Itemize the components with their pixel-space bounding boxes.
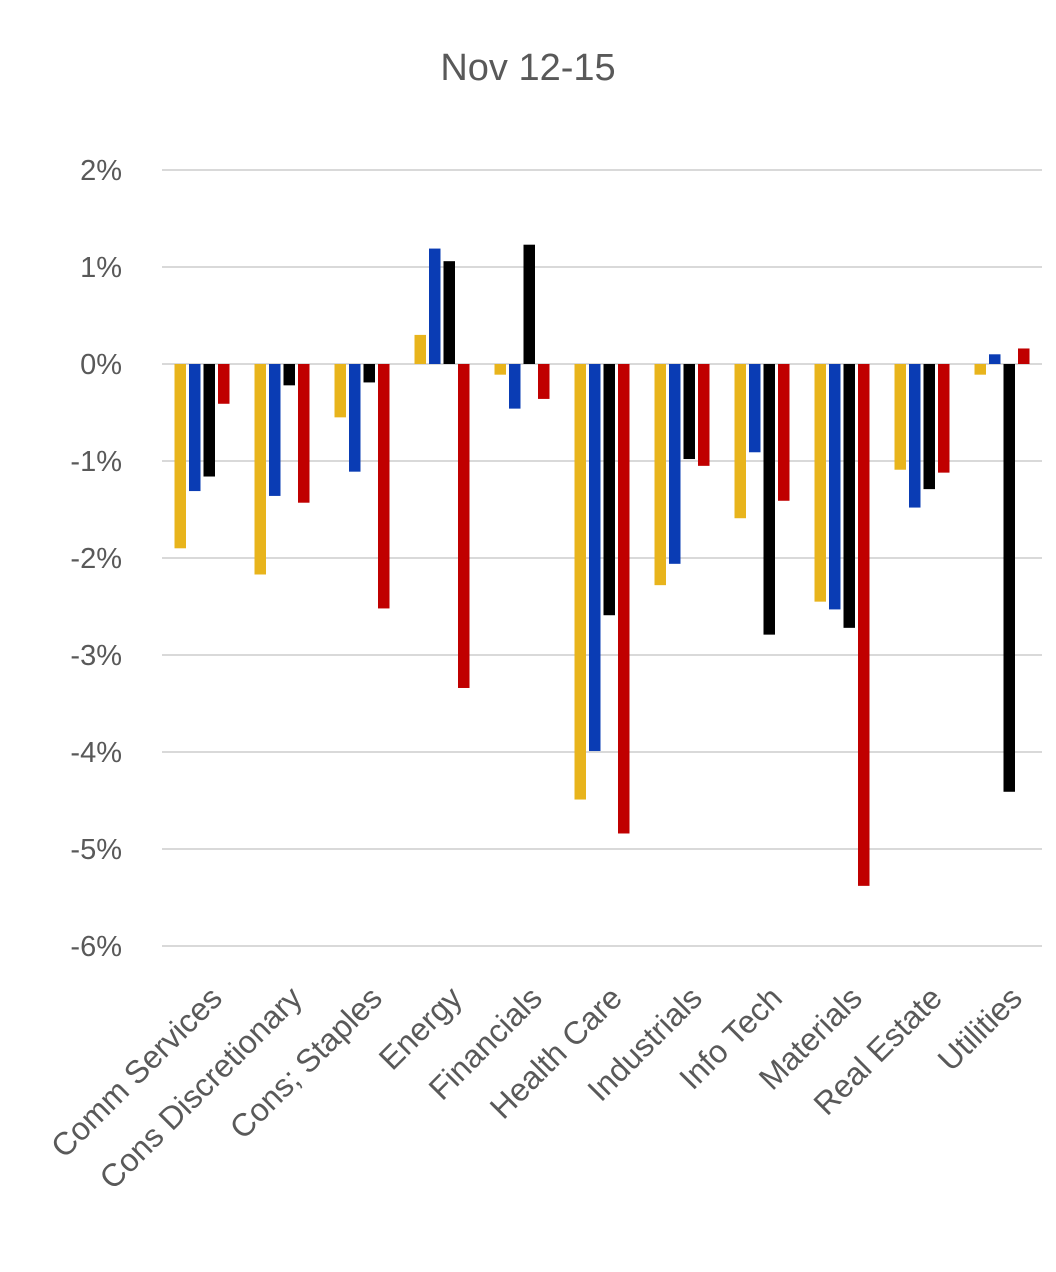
bars <box>174 244 1030 886</box>
bar <box>989 354 1001 364</box>
bar <box>334 364 346 418</box>
bar <box>603 364 615 616</box>
bar <box>683 364 695 460</box>
bar <box>938 364 950 473</box>
bar <box>269 364 281 496</box>
bar <box>843 364 855 628</box>
bar <box>734 364 746 519</box>
y-tick-label: 2% <box>80 155 122 187</box>
bar <box>218 364 230 404</box>
bar <box>458 364 470 688</box>
bar <box>923 364 935 490</box>
bar <box>909 364 921 508</box>
bar <box>378 364 390 609</box>
bar <box>589 364 601 752</box>
bar <box>654 364 666 586</box>
bar <box>509 364 521 409</box>
y-tick-label: -3% <box>70 640 122 672</box>
bar <box>494 364 506 375</box>
bar <box>749 364 761 453</box>
bar <box>1003 364 1015 792</box>
bar <box>429 248 441 364</box>
bar <box>174 364 186 549</box>
y-tick-label: -1% <box>70 446 122 478</box>
bar <box>1018 348 1030 364</box>
bar <box>414 334 426 364</box>
bar <box>574 364 586 800</box>
gridlines <box>162 169 1042 947</box>
bar <box>538 364 550 399</box>
bar <box>443 261 455 364</box>
bar <box>363 364 375 383</box>
bar <box>189 364 201 492</box>
bar <box>778 364 790 501</box>
x-tick-label: Utilities <box>931 979 1029 1077</box>
y-tick-label: -6% <box>70 931 122 963</box>
bar <box>203 364 215 477</box>
bar <box>349 364 361 472</box>
bar <box>669 364 681 564</box>
bar <box>618 364 630 834</box>
bar <box>858 364 870 886</box>
y-tick-label: -2% <box>70 543 122 575</box>
bar <box>829 364 841 610</box>
bar <box>283 364 295 386</box>
y-tick-label: 0% <box>80 349 122 381</box>
bar <box>763 364 775 635</box>
bar <box>814 364 826 602</box>
y-tick-label: 1% <box>80 252 122 284</box>
bar <box>698 364 710 466</box>
bar <box>523 244 535 364</box>
bar <box>298 364 310 503</box>
y-axis-tick-labels: 2% 1% 0% -1% -2% -3% -4% -5% -6% <box>70 155 122 963</box>
y-tick-label: -5% <box>70 834 122 866</box>
bar <box>254 364 266 575</box>
bar <box>894 364 906 470</box>
chart-title: Nov 12-15 <box>440 47 615 89</box>
bar <box>974 364 986 375</box>
y-tick-label: -4% <box>70 737 122 769</box>
